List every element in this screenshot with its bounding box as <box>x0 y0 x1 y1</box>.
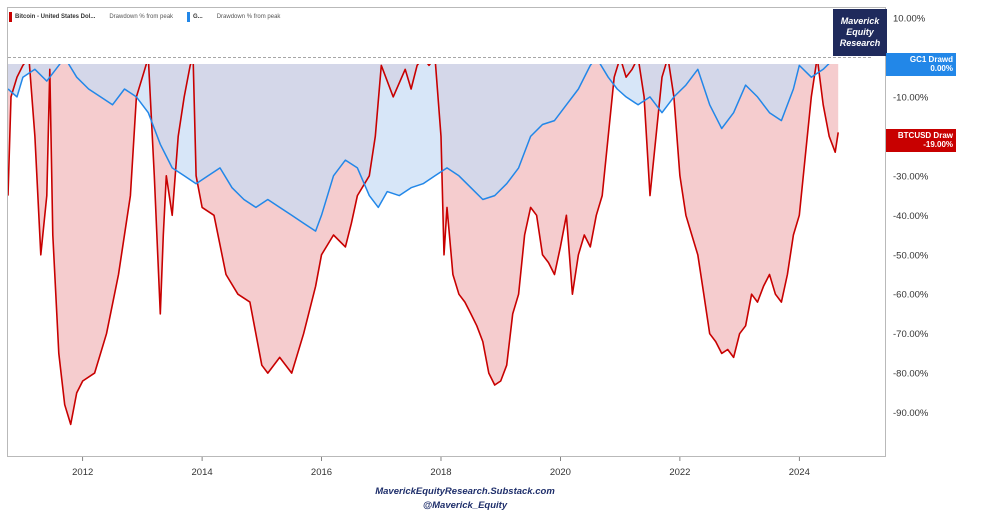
y-tick-label: -80.00% <box>893 369 929 380</box>
x-tick-label: 2024 <box>789 467 810 478</box>
btc-tag-value: -19.00% <box>923 140 953 149</box>
legend-sub-btc: Drawdown % from peak <box>109 14 174 20</box>
brand-line-2: Equity <box>846 27 874 37</box>
footer-handle: @Maverick_Equity <box>422 500 508 511</box>
legend-item-gc1[interactable]: G... Drawdown % from peak <box>187 12 280 22</box>
gc1-value-tag: GC1 Drawd 0.00% <box>886 53 956 76</box>
brand-line-3: Research <box>839 38 881 48</box>
series-line-gc1 <box>8 64 830 232</box>
y-tick-label: -60.00% <box>893 290 929 301</box>
brand-line-1: Maverick <box>840 16 880 26</box>
x-tick-label: 2018 <box>430 467 451 478</box>
x-axis: 2012 2014 2016 2018 2020 2022 2024 <box>72 457 810 478</box>
legend-swatch-btc <box>9 12 12 22</box>
x-tick-label: 2012 <box>72 467 93 478</box>
legend-name-btc: Bitcoin - United States Dol... <box>15 14 96 20</box>
y-axis: 10.00% -10.00% -30.00% -40.00% -50.00% -60.00… <box>893 14 929 420</box>
x-tick-label: 2022 <box>669 467 690 478</box>
btc-value-tag: BTCUSD Draw -19.00% <box>886 129 956 152</box>
btc-tag-name: BTCUSD Draw <box>897 131 953 140</box>
y-tick-label: -70.00% <box>893 329 929 340</box>
legend-sub-gc1: Drawdown % from peak <box>216 14 281 20</box>
y-tick-label: -50.00% <box>893 250 929 261</box>
y-tick-label: 10.00% <box>893 14 926 25</box>
y-tick-label: -30.00% <box>893 171 929 182</box>
legend-item-btc[interactable]: Bitcoin - United States Dol... Drawdown … <box>9 12 173 22</box>
y-tick-label: -90.00% <box>893 408 929 419</box>
x-tick-label: 2016 <box>311 467 332 478</box>
legend-swatch-gc1 <box>187 12 191 22</box>
y-tick-label: -40.00% <box>893 211 929 222</box>
x-tick-label: 2020 <box>550 467 571 478</box>
area-fill-gc1 <box>8 64 829 232</box>
brand-logo: Maverick Equity Research <box>833 9 887 56</box>
gc1-tag-name: GC1 Drawd <box>909 55 953 64</box>
x-tick-label: 2014 <box>192 467 213 478</box>
gc1-tag-value: 0.00% <box>930 64 953 73</box>
legend: Bitcoin - United States Dol... Drawdown … <box>9 10 294 24</box>
legend-name-gc1: G... <box>193 14 203 20</box>
series-line-btc <box>8 64 839 426</box>
footer-website: MaverickEquityResearch.Substack.com <box>375 486 555 497</box>
y-tick-label: -10.00% <box>893 92 929 103</box>
